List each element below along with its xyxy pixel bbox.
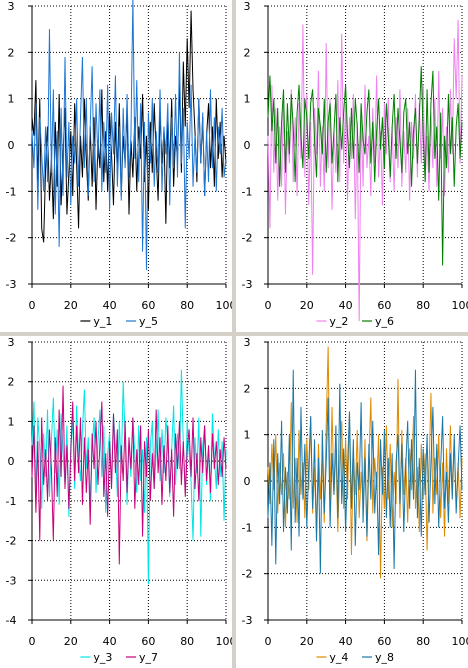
y-tick-label: 1 [244, 93, 251, 106]
x-tick-label: 100 [452, 299, 468, 312]
chart-svg-1: -3 -2 -1 0 1 2 3 0 20 40 60 80 100 y_1 y_5 [6, 0, 233, 328]
y-tick-label: -3 [6, 278, 17, 291]
y-tick-label: -3 [6, 574, 17, 587]
x-tick-label: 100 [216, 635, 233, 648]
x-tick-label: 20 [64, 299, 78, 312]
x-tick-label: 0 [29, 299, 36, 312]
y-tick-label: 0 [244, 139, 251, 152]
chart-svg-3: -4 -3 -2 -1 0 1 2 3 0 20 40 60 80 100 y_3 y_7 [6, 336, 233, 664]
y-tick-label: 2 [244, 382, 251, 395]
y-tick-label: 3 [244, 0, 251, 13]
x-tick-label: 60 [141, 299, 155, 312]
x-tick-label: 100 [216, 299, 233, 312]
chart-panel-1: -3 -2 -1 0 1 2 3 0 20 40 60 80 100 y_1 y_5 [0, 0, 232, 332]
series-line-y_7 [31, 385, 227, 565]
legend-label-y_6: y_6 [375, 315, 394, 328]
x-tick-label: 40 [103, 635, 117, 648]
series-line-y_6 [267, 66, 463, 266]
series-line-y_2 [267, 19, 463, 322]
y-tick-label: -2 [242, 232, 253, 245]
chart-svg-2: -3 -2 -1 0 1 2 3 0 20 40 60 80 100 y_2 y_6 [242, 0, 468, 328]
x-tick-label: 0 [265, 299, 272, 312]
legend-label-y_5: y_5 [139, 315, 158, 328]
x-tick-label: 20 [64, 635, 78, 648]
x-tick-label: 40 [339, 299, 353, 312]
x-tick-label: 60 [377, 299, 391, 312]
y-tick-label: -2 [6, 232, 17, 245]
x-tick-label: 60 [377, 635, 391, 648]
x-tick-label: 100 [452, 635, 468, 648]
x-tick-label: 0 [29, 635, 36, 648]
y-tick-label: 1 [8, 415, 15, 428]
y-tick-label: 3 [244, 336, 251, 349]
series-line-y_8 [267, 369, 463, 574]
y-tick-label: 0 [8, 455, 15, 468]
chart-panel-4: -3 -2 -1 0 1 2 3 0 20 40 60 80 100 y_4 y_8 [236, 336, 468, 668]
legend-label-y_2: y_2 [329, 315, 348, 328]
x-tick-label: 40 [339, 635, 353, 648]
chart-svg-4: -3 -2 -1 0 1 2 3 0 20 40 60 80 100 y_4 y_8 [242, 336, 468, 664]
y-tick-label: -2 [242, 568, 253, 581]
legend-label-y_8: y_8 [375, 651, 394, 664]
legend-label-y_7: y_7 [139, 651, 158, 664]
x-tick-label: 60 [141, 635, 155, 648]
y-tick-label: -1 [6, 185, 17, 198]
legend-label-y_4: y_4 [329, 651, 348, 664]
chart-panel-2: -3 -2 -1 0 1 2 3 0 20 40 60 80 100 y_2 y_6 [236, 0, 468, 332]
x-tick-label: 20 [300, 635, 314, 648]
y-tick-label: -3 [242, 614, 253, 627]
x-tick-label: 0 [265, 635, 272, 648]
legend-label-y_3: y_3 [93, 651, 112, 664]
y-tick-label: 1 [244, 429, 251, 442]
x-tick-label: 80 [416, 299, 430, 312]
y-tick-label: 2 [8, 46, 15, 59]
y-tick-label: 0 [244, 475, 251, 488]
y-tick-label: -3 [242, 278, 253, 291]
y-tick-label: 3 [8, 0, 15, 13]
series-line-y_5 [31, 0, 227, 271]
y-tick-label: -1 [242, 521, 253, 534]
y-tick-label: -1 [242, 185, 253, 198]
x-tick-label: 40 [103, 299, 117, 312]
y-tick-label: -2 [6, 535, 17, 548]
y-tick-label: 1 [8, 93, 15, 106]
x-tick-label: 20 [300, 299, 314, 312]
x-tick-label: 80 [180, 299, 194, 312]
x-tick-label: 80 [416, 635, 430, 648]
chart-panel-3: -4 -3 -2 -1 0 1 2 3 0 20 40 60 80 100 y_3 y_7 [0, 336, 232, 668]
y-tick-label: -1 [6, 495, 17, 508]
x-tick-label: 80 [180, 635, 194, 648]
y-tick-label: 3 [8, 336, 15, 349]
y-tick-label: -4 [6, 614, 17, 627]
y-tick-label: 0 [8, 139, 15, 152]
y-tick-label: 2 [8, 376, 15, 389]
y-tick-label: 2 [244, 46, 251, 59]
legend-label-y_1: y_1 [93, 315, 112, 328]
